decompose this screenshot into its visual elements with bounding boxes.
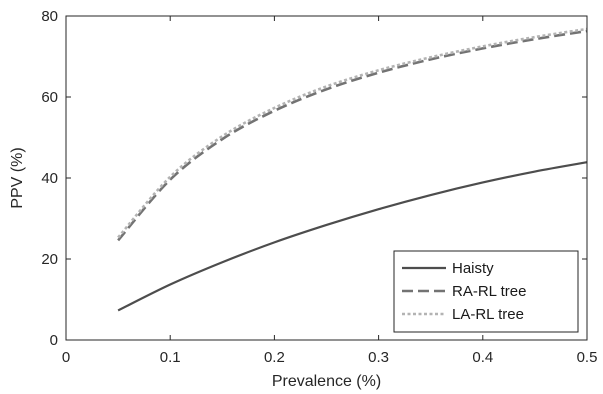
legend-label-3: LA-RL tree (452, 306, 524, 323)
y-tick-label: 40 (41, 170, 58, 187)
y-tick-label: 80 (41, 8, 58, 25)
series-line-3 (117, 27, 588, 239)
x-tick-label: 0 (62, 349, 70, 366)
x-tick-label: 0.2 (264, 349, 285, 366)
x-tick-label: 0.4 (472, 349, 493, 366)
x-tick-label: 0.5 (577, 349, 598, 366)
x-tick-label: 0.1 (160, 349, 181, 366)
tick-labels: 0 0.1 0.2 0.3 0.4 0.5 0 20 40 60 80 (41, 8, 597, 366)
legend-label-2: RA-RL tree (452, 283, 526, 300)
x-tick-label: 0.3 (368, 349, 389, 366)
x-axis-label: Prevalence (%) (272, 373, 381, 390)
y-axis-label: PPV (%) (9, 147, 26, 208)
series-line-2 (117, 29, 588, 242)
series-line-1 (117, 161, 588, 312)
legend: Haisty RA-RL tree LA-RL tree (393, 250, 579, 333)
y-tick-label: 0 (50, 332, 58, 349)
y-tick-label: 20 (41, 251, 58, 268)
series-lines (117, 27, 588, 312)
axes (65, 15, 588, 341)
legend-label-1: Haisty (452, 260, 494, 277)
y-tick-label: 60 (41, 89, 58, 106)
